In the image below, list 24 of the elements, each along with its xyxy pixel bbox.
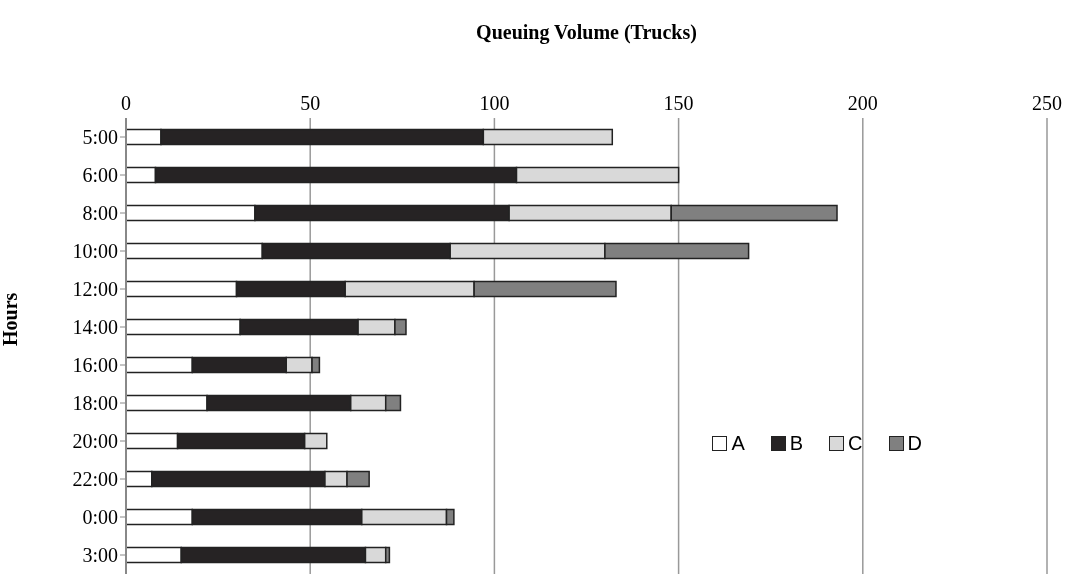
x-tick-label: 0 — [121, 92, 131, 114]
legend-label: C — [847, 432, 863, 455]
y-tick-label: 8:00 — [82, 202, 118, 225]
y-tick-label: 3:00 — [82, 544, 118, 567]
y-tick-label: 12:00 — [72, 278, 118, 301]
y-tick-label: 6:00 — [82, 164, 118, 187]
y-tick-label: 0:00 — [82, 506, 118, 529]
y-tick-label: 14:00 — [72, 316, 118, 339]
x-tick-label: 250 — [1032, 92, 1062, 114]
legend-label: A — [730, 432, 745, 455]
x-tick-label: 50 — [300, 92, 321, 114]
legend-label: D — [906, 432, 922, 455]
y-tick-label: 18:00 — [72, 392, 118, 415]
y-tick-label: 10:00 — [72, 240, 118, 263]
y-tick-label: 16:00 — [72, 354, 118, 377]
x-axis-title: Queuing Volume (Trucks) — [476, 21, 697, 45]
legend-label: B — [788, 432, 804, 455]
x-tick-label: 150 — [663, 92, 694, 114]
x-tick-label: 100 — [479, 92, 510, 114]
y-tick-label: 20:00 — [72, 430, 118, 453]
y-tick-label: 5:00 — [82, 126, 118, 149]
x-tick-label: 200 — [847, 92, 878, 114]
y-tick-label: 22:00 — [72, 468, 118, 491]
y-axis-title: Hours — [0, 292, 22, 346]
